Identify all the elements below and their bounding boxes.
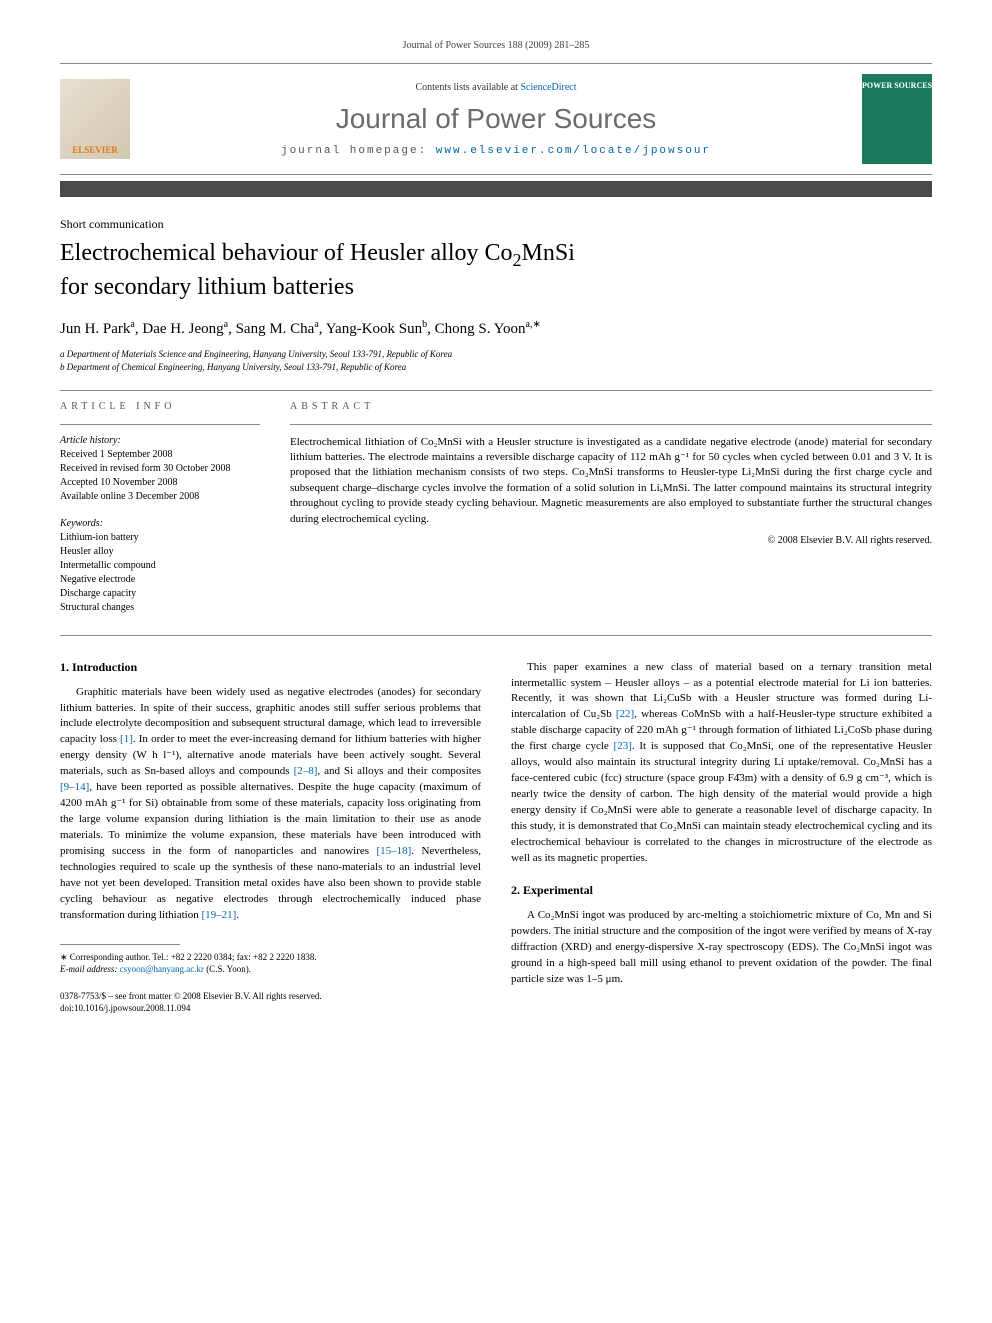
- experimental-heading: 2. Experimental: [511, 883, 932, 898]
- keyword: Discharge capacity: [60, 587, 260, 601]
- article-info: ARTICLE INFO Article history: Received 1…: [60, 401, 260, 615]
- title-sub: 2: [513, 250, 522, 270]
- affiliation-b: b Department of Chemical Engineering, Ha…: [60, 361, 932, 374]
- history-item: Received 1 September 2008: [60, 448, 260, 462]
- homepage-prefix: journal homepage:: [281, 145, 436, 157]
- authors: Jun H. Parka, Dae H. Jeonga, Sang M. Cha…: [60, 319, 932, 338]
- affiliations: a Department of Materials Science and En…: [60, 348, 932, 373]
- homepage-link[interactable]: www.elsevier.com/locate/jpowsour: [436, 145, 711, 157]
- abstract-copyright: © 2008 Elsevier B.V. All rights reserved…: [290, 535, 932, 546]
- citation-link[interactable]: [1]: [120, 733, 133, 745]
- dark-bar: [60, 181, 932, 197]
- citation-link[interactable]: [2–8]: [294, 765, 318, 777]
- citation-link[interactable]: [19–21]: [201, 909, 236, 921]
- journal-banner: ELSEVIER Contents lists available at Sci…: [60, 63, 932, 175]
- history-label: Article history:: [60, 435, 260, 446]
- elsevier-label: ELSEVIER: [72, 145, 118, 155]
- banner-center: Contents lists available at ScienceDirec…: [130, 82, 862, 157]
- affiliation-a: a Department of Materials Science and En…: [60, 348, 932, 361]
- email-label: E-mail address:: [60, 964, 120, 974]
- email-suffix: (C.S. Yoon).: [204, 964, 251, 974]
- divider-bottom: [60, 635, 932, 636]
- keyword: Structural changes: [60, 601, 260, 615]
- citation-link[interactable]: [15–18]: [376, 845, 411, 857]
- footer-separator: [60, 944, 180, 945]
- contents-prefix: Contents lists available at: [415, 82, 520, 93]
- history-item: Received in revised form 30 October 2008: [60, 462, 260, 476]
- article-type: Short communication: [60, 217, 932, 232]
- info-divider: [60, 424, 260, 425]
- citation-link[interactable]: [22]: [616, 708, 634, 720]
- divider-top: [60, 390, 932, 391]
- corresponding-label: ∗ Corresponding author. Tel.: +82 2 2220…: [60, 951, 481, 964]
- abstract: ABSTRACT Electrochemical lithiation of C…: [290, 401, 932, 615]
- left-column: 1. Introduction Graphitic materials have…: [60, 660, 481, 1015]
- abstract-divider: [290, 424, 932, 425]
- sciencedirect-link[interactable]: ScienceDirect: [520, 82, 576, 93]
- intro-paragraph-2: This paper examines a new class of mater…: [511, 660, 932, 867]
- citation-link[interactable]: [23]: [614, 740, 632, 752]
- homepage-line: journal homepage: www.elsevier.com/locat…: [130, 145, 862, 157]
- title-part1: Electrochemical behaviour of Heusler all…: [60, 240, 513, 266]
- article-title: Electrochemical behaviour of Heusler all…: [60, 238, 932, 303]
- intro-heading: 1. Introduction: [60, 660, 481, 675]
- title-part1b: MnSi: [522, 240, 575, 266]
- doi-line: doi:10.1016/j.jpowsour.2008.11.094: [60, 1002, 481, 1015]
- issn-line: 0378-7753/$ – see front matter © 2008 El…: [60, 990, 481, 1003]
- doi-block: 0378-7753/$ – see front matter © 2008 El…: [60, 990, 481, 1015]
- keywords-label: Keywords:: [60, 518, 260, 529]
- right-column: This paper examines a new class of mater…: [511, 660, 932, 1015]
- citation-link[interactable]: [9–14]: [60, 781, 89, 793]
- intro-paragraph: Graphitic materials have been widely use…: [60, 685, 481, 924]
- experimental-paragraph: A Co₂MnSi ingot was produced by arc-melt…: [511, 908, 932, 988]
- keyword: Lithium-ion battery: [60, 531, 260, 545]
- keyword: Intermetallic compound: [60, 559, 260, 573]
- title-part2: for secondary lithium batteries: [60, 274, 354, 300]
- abstract-header: ABSTRACT: [290, 401, 932, 412]
- cover-title: POWER SOURCES: [862, 82, 932, 91]
- keyword: Heusler alloy: [60, 545, 260, 559]
- journal-cover: POWER SOURCES: [862, 74, 932, 164]
- corresponding-author: ∗ Corresponding author. Tel.: +82 2 2220…: [60, 951, 481, 976]
- history-item: Accepted 10 November 2008: [60, 476, 260, 490]
- citation-header: Journal of Power Sources 188 (2009) 281–…: [60, 40, 932, 51]
- article-info-header: ARTICLE INFO: [60, 401, 260, 412]
- contents-line: Contents lists available at ScienceDirec…: [130, 82, 862, 93]
- abstract-text: Electrochemical lithiation of Co₂MnSi wi…: [290, 435, 932, 527]
- elsevier-logo: ELSEVIER: [60, 79, 130, 159]
- email-link[interactable]: csyoon@hanyang.ac.kr: [120, 964, 204, 974]
- keyword: Negative electrode: [60, 573, 260, 587]
- history-item: Available online 3 December 2008: [60, 490, 260, 504]
- journal-name: Journal of Power Sources: [130, 103, 862, 135]
